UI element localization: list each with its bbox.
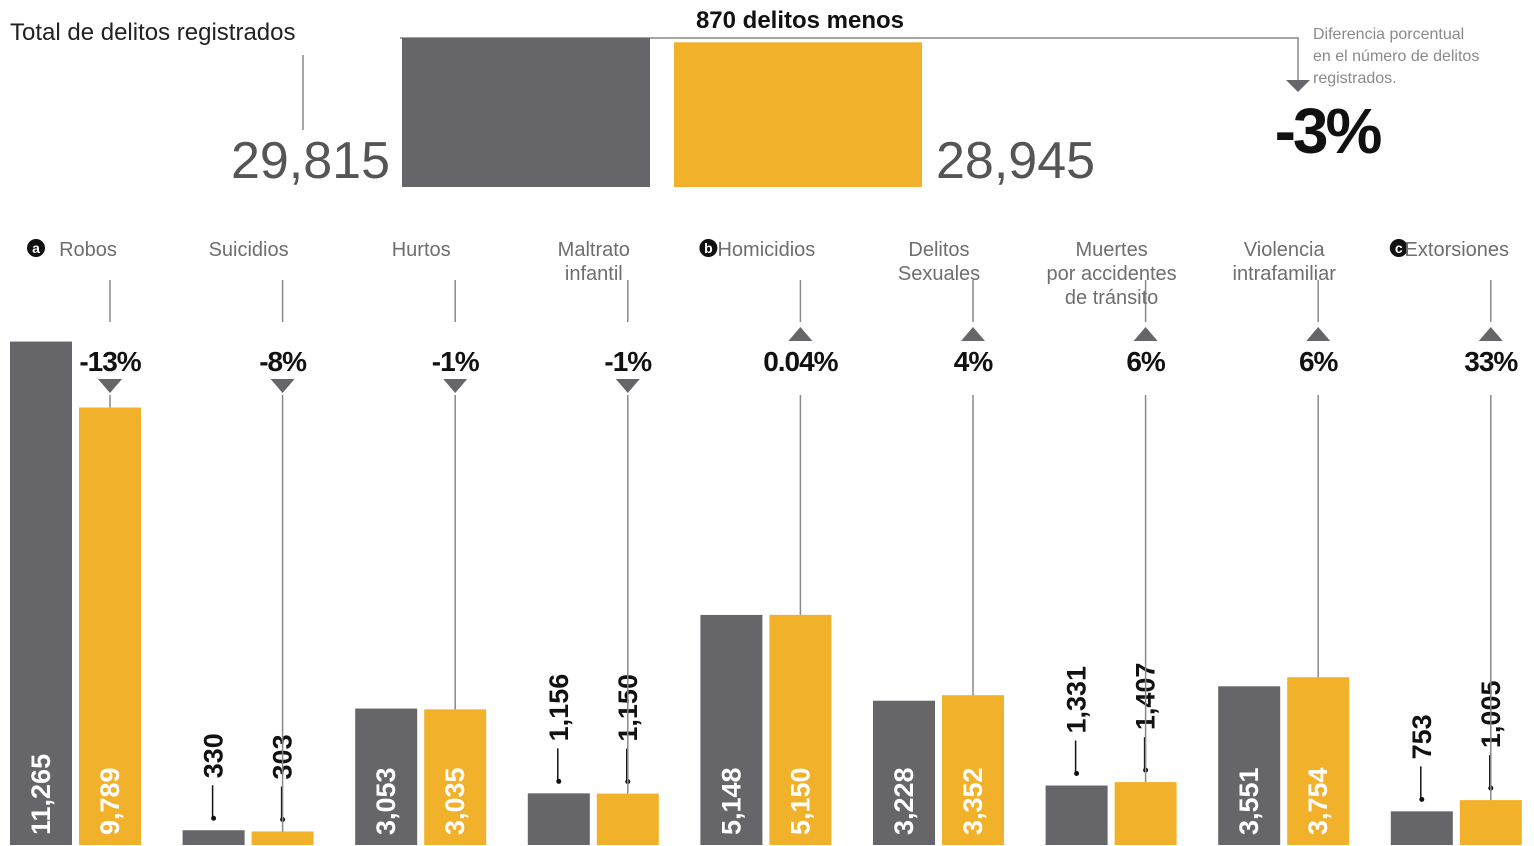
value-label: 330	[199, 733, 229, 778]
category-label: Maltrato infantil	[557, 239, 630, 285]
change-label: -3%	[1275, 95, 1382, 167]
category-label: Suicidios	[208, 239, 289, 261]
arrow-up	[961, 327, 985, 341]
bar	[182, 830, 245, 845]
value-label: 1,331	[1062, 666, 1092, 734]
category-label: Muertes por accidentes de tránsito	[1046, 239, 1177, 309]
bar	[1218, 686, 1281, 845]
arrow	[1286, 80, 1310, 92]
bar	[251, 831, 314, 845]
category-label: Violencia intrafamiliar	[1232, 239, 1336, 285]
value-label: 3,035	[440, 767, 470, 835]
bar	[1459, 800, 1522, 845]
bar	[1045, 785, 1108, 845]
bar	[1287, 677, 1350, 845]
value-label: 9,789	[95, 767, 125, 835]
value-label: 5,150	[785, 767, 815, 835]
change-label: 6%	[1126, 346, 1166, 377]
value-label: 3,352	[958, 767, 988, 835]
arrow-up	[1133, 327, 1158, 341]
total-value-label: 28,945	[936, 132, 1095, 190]
category-label: Delitos Sexuales	[897, 239, 981, 285]
value-label: 3,551	[1234, 767, 1264, 835]
bar	[79, 407, 141, 845]
arrow-down	[270, 379, 295, 393]
marker-label: b	[704, 240, 713, 256]
change-label: -1%	[432, 346, 480, 377]
value-label: 1,156	[544, 674, 574, 742]
category-label: Extorsiones	[1404, 239, 1510, 261]
arrow-down	[615, 379, 640, 393]
value-label: 5,148	[716, 767, 746, 835]
bar	[527, 793, 590, 845]
bar	[355, 708, 418, 845]
value-label: 3,228	[889, 767, 919, 835]
value-label: 3,053	[371, 767, 401, 835]
change-label: 6%	[1299, 346, 1339, 377]
change-label: -8%	[259, 346, 307, 377]
change-label: 4%	[954, 346, 994, 377]
connector	[400, 37, 1299, 80]
difference-label: 870 delitos menos	[696, 7, 904, 34]
total-bar	[402, 37, 650, 187]
annotation: Diferencia porcentual en el número de de…	[1313, 26, 1480, 87]
marker	[27, 239, 45, 257]
value-label: 3,754	[1303, 767, 1333, 835]
marker-label: c	[1395, 240, 1403, 256]
bar	[1390, 811, 1453, 845]
chart-title: Total de delitos registrados	[10, 19, 296, 46]
total-bar	[674, 42, 922, 188]
bar	[596, 793, 659, 845]
arrow-down	[98, 379, 122, 393]
bar	[700, 614, 763, 845]
change-label: 33%	[1464, 346, 1518, 377]
marker	[699, 239, 718, 257]
marker-label: a	[32, 240, 40, 256]
bar	[10, 341, 72, 845]
category-label: Robos	[59, 239, 117, 261]
category-label: Hurtos	[391, 239, 451, 261]
bar	[873, 700, 935, 845]
total-value-label: 29,815	[231, 132, 390, 190]
bar	[942, 695, 1004, 845]
change-label: 0.04%	[763, 346, 838, 377]
value-label: 11,265	[26, 754, 56, 835]
bar	[769, 614, 832, 845]
category-label: Homicidios	[717, 239, 816, 261]
arrow-up	[1478, 327, 1503, 341]
marker	[1389, 239, 1408, 257]
arrow-up	[788, 327, 813, 341]
arrow-up	[1306, 327, 1331, 341]
arrow-down	[443, 379, 468, 393]
bar	[424, 709, 487, 845]
bar	[1114, 782, 1177, 845]
change-label: -13%	[79, 346, 141, 377]
value-label: 753	[1407, 714, 1437, 759]
change-label: -1%	[604, 346, 652, 377]
